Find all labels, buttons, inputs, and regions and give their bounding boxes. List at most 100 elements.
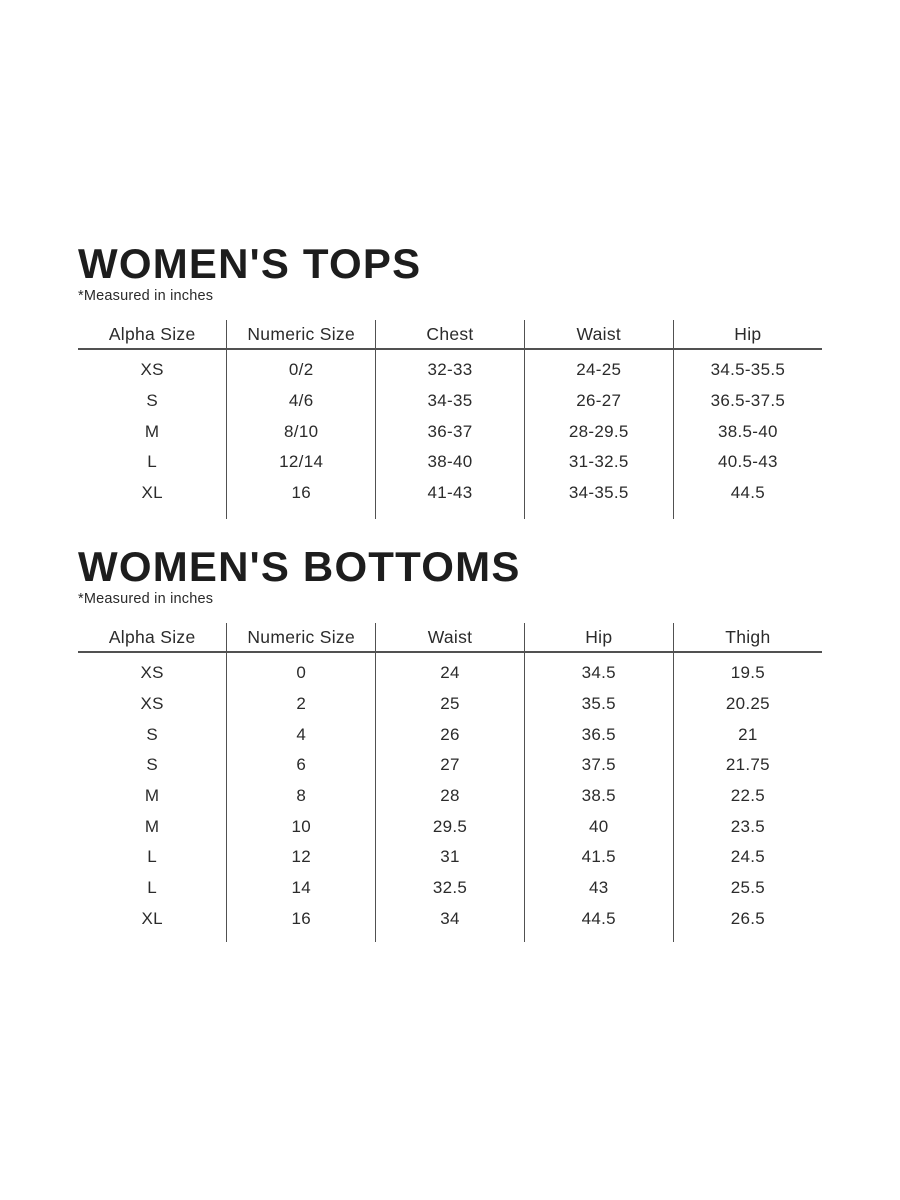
table-header-cell: Numeric Size (226, 623, 376, 653)
table-cell: 34-35.5 (523, 477, 674, 509)
table-row: S 4/6 34-35 26-27 36.5-37.5 (78, 385, 822, 417)
table-cell: XS (140, 694, 164, 714)
table-cell: 40 (523, 811, 674, 843)
table-cell: 31 (375, 842, 525, 873)
table-row: XS 0 24 34.5 19.5 (78, 658, 822, 689)
measurement-note-bottoms: *Measured in inches (78, 591, 214, 607)
section-womens-tops: WOMEN'S TOPS *Measured in inches Alpha S… (78, 240, 822, 520)
womens-bottoms-size-table: Alpha Size Numeric Size Waist Hip Thigh XS 0 24… (78, 623, 822, 943)
table-cell: 32.5 (375, 872, 525, 904)
table-cell: S (146, 755, 158, 775)
table-cell: 12/14 (226, 447, 376, 478)
table-header-cell: Hip (672, 320, 822, 350)
spacer-cell (375, 652, 525, 658)
table-header-cell: Waist (523, 320, 674, 350)
table-cell: 21 (672, 719, 822, 751)
table-cell: 24 (375, 658, 525, 689)
table-row: M 8 28 38.5 22.5 (78, 780, 822, 812)
spacer-cell (672, 349, 822, 355)
table-cell: 20.25 (672, 688, 822, 720)
table-row: XL 16 34 44.5 26.5 (78, 903, 822, 935)
table-cell: M (144, 816, 160, 836)
table-header-row: Alpha Size Numeric Size Waist Hip Thigh (78, 623, 822, 653)
table-cell: 36.5-37.5 (672, 385, 822, 417)
spacer-cell (672, 934, 822, 943)
table-cell: 44.5 (523, 903, 674, 935)
table-cell: XL (141, 908, 163, 928)
table-cell: 22.5 (672, 780, 822, 812)
table-row: L 12 31 41.5 24.5 (78, 842, 822, 873)
table-cell: 25.5 (672, 872, 822, 904)
table-cell: 36-37 (375, 416, 525, 448)
table-spacer-row (78, 349, 822, 355)
table-cell: 28 (375, 780, 525, 812)
table-cell: 4 (226, 719, 376, 751)
table-spacer-row (78, 652, 822, 658)
table-cell: 34.5-35.5 (672, 355, 822, 386)
table-cell: 43 (523, 872, 674, 904)
table-cell: 26.5 (672, 903, 822, 935)
table-cell: 38.5 (523, 780, 674, 812)
table-cell: 4/6 (226, 385, 376, 417)
table-row: S 6 27 37.5 21.75 (78, 750, 822, 781)
table-row: M 8/10 36-37 28-29.5 38.5-40 (78, 416, 822, 448)
spacer-cell (78, 508, 227, 519)
table-cell: 24-25 (523, 355, 674, 386)
table-spacer-row (78, 508, 822, 520)
table-header-row: Alpha Size Numeric Size Chest Waist Hip (78, 320, 822, 350)
table-cell: 38.5-40 (672, 416, 822, 448)
table-row: S 4 26 36.5 21 (78, 719, 822, 751)
table-cell: 12 (226, 842, 376, 873)
table-cell: 8/10 (226, 416, 376, 448)
spacer-cell (375, 349, 525, 355)
table-cell: 35.5 (523, 688, 674, 720)
table-cell: 6 (226, 750, 376, 781)
table-cell: 41.5 (523, 842, 674, 873)
table-header-cell: Waist (375, 623, 525, 653)
table-cell: 24.5 (672, 842, 822, 873)
table-cell: 28-29.5 (523, 416, 674, 448)
table-cell: 34.5 (523, 658, 674, 689)
table-cell: 31-32.5 (523, 447, 674, 478)
spacer-cell (523, 934, 674, 943)
table-cell: XL (141, 483, 163, 503)
table-cell: 0/2 (226, 355, 376, 386)
table-cell: 25 (375, 688, 525, 720)
table-row: XS 0/2 32-33 24-25 34.5-35.5 (78, 355, 822, 386)
table-cell: XS (140, 663, 164, 683)
table-cell: 10 (226, 811, 376, 843)
table-row: XS 2 25 35.5 20.25 (78, 688, 822, 720)
table-cell: 19.5 (672, 658, 822, 689)
table-cell: 44.5 (672, 477, 822, 509)
table-cell: 26 (375, 719, 525, 751)
table-row: M 10 29.5 40 23.5 (78, 811, 822, 843)
spacer-cell (523, 349, 674, 355)
spacer-cell (226, 508, 376, 520)
table-cell: 34-35 (375, 385, 525, 417)
table-cell: 36.5 (523, 719, 674, 751)
table-cell: 29.5 (375, 811, 525, 843)
table-cell: M (144, 786, 160, 806)
table-row: L 12/14 38-40 31-32.5 40.5-43 (78, 447, 822, 478)
table-cell: S (146, 391, 158, 411)
table-cell: 41-43 (375, 477, 525, 509)
table-row: L 14 32.5 43 25.5 (78, 872, 822, 904)
womens-tops-title: WOMEN'S TOPS (78, 240, 422, 287)
table-header-cell: Alpha Size (78, 623, 227, 653)
table-cell: 8 (226, 780, 376, 812)
table-header-cell: Chest (375, 320, 525, 350)
table-row: XL 16 41-43 34-35.5 44.5 (78, 477, 822, 509)
table-cell: L (147, 878, 158, 898)
table-cell: 34 (375, 903, 525, 935)
womens-tops-size-table: Alpha Size Numeric Size Chest Waist Hip XS 0/2… (78, 320, 822, 520)
spacer-cell (226, 652, 376, 658)
table-header-cell: Alpha Size (78, 320, 227, 350)
table-cell: L (147, 452, 158, 472)
section-womens-bottoms: WOMEN'S BOTTOMS *Measured in inches Alph… (78, 546, 822, 943)
spacer-cell (226, 349, 376, 355)
measurement-note-tops: *Measured in inches (78, 288, 214, 304)
table-cell: 2 (226, 688, 376, 720)
spacer-cell (672, 508, 822, 520)
spacer-cell (375, 934, 525, 943)
